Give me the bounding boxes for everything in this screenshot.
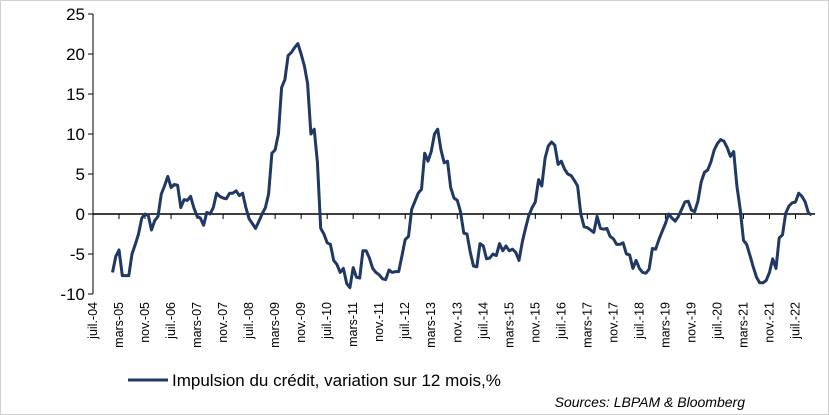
y-tick-label: 5 [76,165,85,184]
x-tick-label: juil.-12 [398,302,412,340]
y-tick-label: -10 [60,285,85,304]
x-tick-label: nov.-13 [450,302,464,343]
x-tick-label: juil.-14 [476,302,490,340]
source: Sources: LBPAM & Bloomberg [555,394,746,410]
y-tick-label: 15 [66,85,85,104]
x-tick-label: nov.-15 [528,302,542,343]
x-tick-label: nov.-17 [606,302,620,343]
x-tick-label: mars-05 [112,302,126,348]
x-tick-label: juil.-16 [554,302,568,340]
y-tick-label: 10 [66,125,85,144]
x-tick-label: juil.-20 [710,302,724,340]
data-line [111,42,813,290]
y-tick-label: -5 [70,245,85,264]
x-tick-label: nov.-09 [294,302,308,343]
x-tick-label: juil.-04 [86,302,100,340]
x-tick-label: mars-15 [502,302,516,348]
x-tick-label: mars-13 [424,302,438,348]
x-tick-label: mars-11 [346,302,360,347]
x-tick-label: juil.-22 [788,302,802,340]
legend-label: Impulsion du crédit, variation sur 12 mo… [172,371,501,390]
x-tick-label: juil.-08 [242,302,256,340]
x-tick-label: mars-09 [268,302,282,348]
y-tick-label: 0 [76,205,85,224]
x-tick-label: juil.-18 [632,302,646,340]
y-tick-label: 25 [66,5,85,24]
x-tick-label: juil.-06 [164,302,178,340]
x-tick-label: nov.-05 [138,302,152,343]
x-tick-label: mars-21 [736,302,750,348]
x-tick-label: nov.-11 [372,302,386,342]
x-tick-label: nov.-07 [216,302,230,343]
x-tick-label: mars-17 [580,302,594,348]
x-tick-label: nov.-19 [684,302,698,343]
x-tick-label: mars-07 [190,302,204,348]
x-tick-label: juil.-10 [320,302,334,340]
y-tick-label: 20 [66,45,85,64]
x-tick-label: nov.-21 [762,302,776,343]
x-tick-label: mars-19 [658,302,672,348]
